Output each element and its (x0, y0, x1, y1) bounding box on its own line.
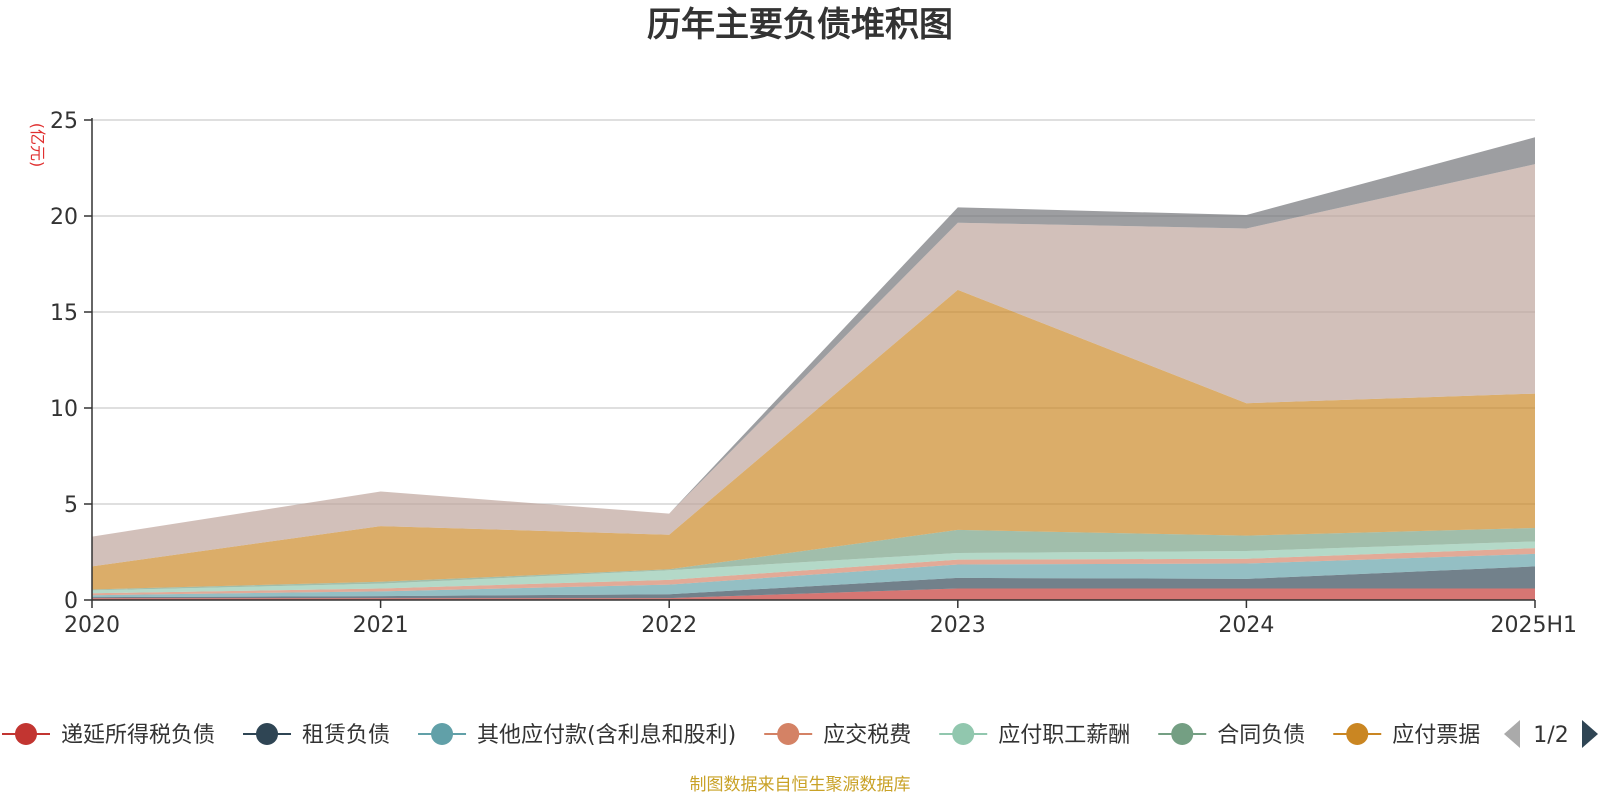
legend-item[interactable]: 应付职工薪酬 (939, 723, 1130, 748)
legend-label: 应付职工薪酬 (998, 723, 1130, 748)
x-tick-label: 2022 (641, 613, 697, 638)
x-tick-label: 2023 (930, 613, 986, 638)
area-series (92, 566, 1535, 599)
chart-title: 历年主要负债堆积图 (647, 5, 953, 45)
legend-marker-icon (256, 723, 279, 745)
y-tick-label: 0 (64, 589, 78, 614)
legend-label: 应交税费 (823, 723, 911, 748)
x-tick-label: 2025H1 (1490, 613, 1577, 638)
legend-pager: 1/2 (1504, 720, 1598, 748)
legend-label: 递延所得税负债 (61, 723, 215, 748)
area-series (92, 541, 1535, 594)
area-series (92, 137, 1535, 537)
legend-item[interactable]: 其他应付款(含利息和股利) (418, 723, 736, 748)
area-series (92, 553, 1535, 598)
area-series-group (92, 137, 1535, 600)
legend-marker-icon (952, 723, 975, 745)
legend-label: 合同负债 (1217, 723, 1305, 748)
y-tick-label: 25 (50, 109, 78, 134)
legend-page-indicator: 1/2 (1533, 723, 1568, 748)
area-series (92, 289, 1535, 590)
area-series (92, 548, 1535, 596)
legend-item[interactable]: 递延所得税负债 (2, 723, 215, 748)
y-tick-label: 15 (50, 301, 78, 326)
legend-item[interactable]: 应交税费 (764, 723, 911, 748)
legend-label: 应付票据 (1392, 723, 1480, 748)
x-tick-label: 2021 (353, 613, 409, 638)
legend-item[interactable]: 合同负债 (1158, 723, 1305, 748)
axes: 0 5 10 15 20 25 2020 2021 2022 2023 2024 2025H1 (50, 109, 1577, 638)
legend-marker-icon (777, 723, 800, 745)
y-tick-label: 20 (50, 205, 78, 230)
legend-label: 其他应付款(含利息和股利) (477, 723, 736, 748)
triangle-right-icon[interactable] (1582, 720, 1598, 748)
legend-marker-icon (15, 723, 37, 745)
triangle-left-icon[interactable] (1504, 720, 1520, 748)
legend: 递延所得税负债 租赁负债 其他应付款(含利息和股利) 应交税费 应付职工薪酬 合同负债 应付… (2, 720, 1598, 748)
area-series (92, 588, 1535, 600)
x-tick-label: 2024 (1218, 613, 1274, 638)
legend-marker-icon (431, 723, 454, 745)
legend-marker-icon (1346, 723, 1369, 745)
data-source-note: 制图数据来自恒生聚源数据库 (690, 775, 911, 795)
area-series (92, 164, 1535, 567)
area-series (92, 528, 1535, 591)
legend-marker-icon (1171, 723, 1194, 745)
legend-items: 递延所得税负债 租赁负债 其他应付款(含利息和股利) 应交税费 应付职工薪酬 合同负债 应付… (2, 723, 1480, 748)
y-tick-label: 10 (50, 397, 78, 422)
legend-label: 租赁负债 (302, 723, 390, 748)
x-tick-label: 2020 (64, 613, 120, 638)
y-axis-unit-label: (亿元) (28, 123, 47, 168)
y-tick-label: 5 (64, 493, 78, 518)
legend-item[interactable]: 租赁负债 (243, 723, 390, 748)
legend-item[interactable]: 应付票据 (1333, 723, 1480, 748)
